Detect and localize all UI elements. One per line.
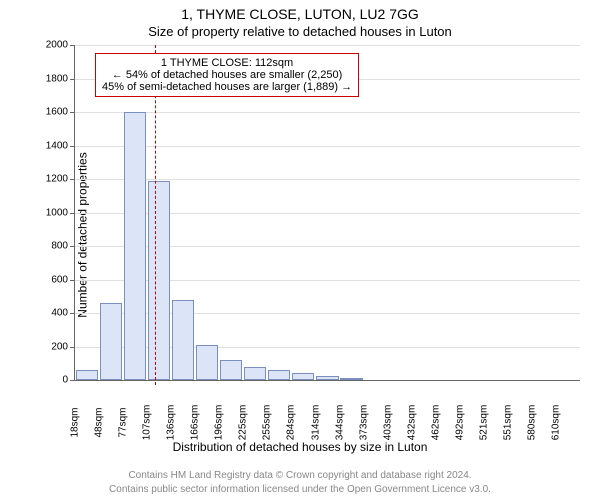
- histogram-bar: [76, 370, 98, 380]
- gridline: [75, 45, 580, 46]
- y-tick-label: 600: [51, 274, 68, 285]
- x-ticks: 18sqm48sqm77sqm107sqm136sqm166sqm196sqm2…: [74, 384, 579, 439]
- y-tick-label: 1200: [46, 174, 68, 185]
- y-tick-label: 400: [51, 308, 68, 319]
- chart-title-main: 1, THYME CLOSE, LUTON, LU2 7GG: [0, 6, 600, 22]
- annotation-box: 1 THYME CLOSE: 112sqm← 54% of detached h…: [95, 53, 359, 97]
- y-tick-label: 2000: [46, 40, 68, 51]
- x-tick-label: 610sqm: [550, 405, 583, 441]
- y-tick-label: 1400: [46, 140, 68, 151]
- histogram-bar: [100, 303, 122, 380]
- y-tick-label: 1000: [46, 207, 68, 218]
- histogram-bar: [220, 360, 242, 380]
- x-axis-label: Distribution of detached houses by size …: [0, 440, 600, 454]
- gridline: [75, 112, 580, 113]
- histogram-bar: [268, 370, 290, 380]
- histogram-bar: [292, 373, 314, 380]
- y-tick-mark: [70, 380, 75, 381]
- histogram-bar: [244, 367, 266, 380]
- footer-attribution-2: Contains public sector information licen…: [0, 484, 600, 495]
- histogram-bar: [124, 112, 146, 380]
- y-tick-label: 200: [51, 341, 68, 352]
- histogram-bar: [196, 345, 218, 380]
- y-tick-label: 1800: [46, 73, 68, 84]
- gridline: [75, 146, 580, 147]
- chart-plot-area: 1 THYME CLOSE: 112sqm← 54% of detached h…: [74, 45, 580, 381]
- annotation-line-3: 45% of semi-detached houses are larger (…: [102, 81, 352, 93]
- histogram-bar: [316, 376, 338, 380]
- y-tick-label: 1600: [46, 107, 68, 118]
- y-tick-label: 0: [62, 375, 68, 386]
- y-tick-label: 800: [51, 241, 68, 252]
- histogram-bar: [340, 378, 362, 381]
- histogram-bar: [148, 181, 170, 380]
- chart-title-sub: Size of property relative to detached ho…: [0, 24, 600, 39]
- annotation-line-1: 1 THYME CLOSE: 112sqm: [102, 57, 352, 69]
- y-ticks: 0200400600800100012001400160018002000: [0, 45, 71, 380]
- footer-attribution-1: Contains HM Land Registry data © Crown c…: [0, 470, 600, 481]
- annotation-line-2: ← 54% of detached houses are smaller (2,…: [102, 69, 352, 81]
- histogram-bar: [172, 300, 194, 380]
